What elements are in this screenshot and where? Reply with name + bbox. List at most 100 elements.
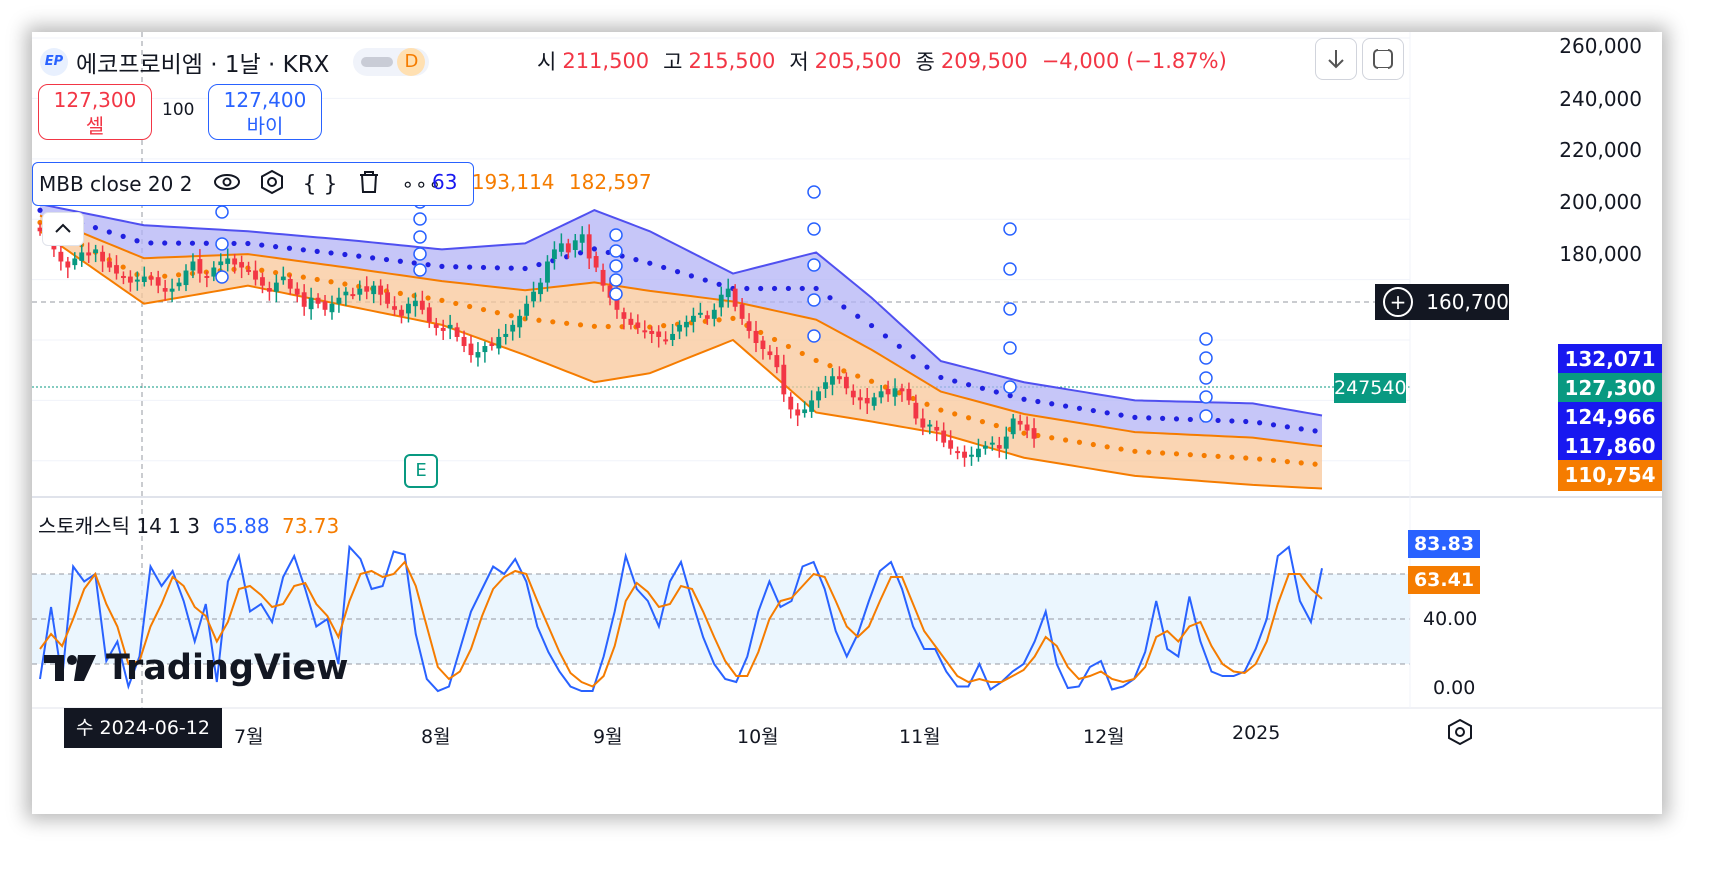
stoch-tick: 40.00	[1423, 608, 1478, 630]
candle-body	[378, 285, 384, 295]
bb-dot-blue	[453, 264, 459, 270]
candle-body	[412, 300, 418, 307]
drawing-handle	[1003, 341, 1017, 355]
candle-body	[301, 292, 307, 307]
candle-body	[649, 330, 655, 334]
bb-dot-blue	[882, 333, 889, 339]
earnings-marker[interactable]: E	[404, 454, 438, 488]
candle-body	[551, 249, 557, 260]
bb-dot-orange	[827, 363, 833, 369]
candle-body	[197, 259, 203, 274]
drawing-handle	[1003, 222, 1017, 236]
candle-body	[86, 252, 92, 256]
time-label: 10월	[737, 726, 779, 748]
bb-dot-blue	[674, 269, 681, 275]
candle-body	[885, 388, 891, 395]
price-axis[interactable]: 260,000 240,000 220,000 200,000 180,000	[1410, 32, 1662, 497]
buy-price: 127,400	[223, 88, 307, 112]
candle-body	[871, 397, 877, 406]
candle-body	[899, 388, 905, 392]
candle-body	[79, 252, 85, 261]
bb-dot-blue	[591, 246, 597, 252]
candle-body	[969, 454, 974, 457]
trade-quantity[interactable]: 100	[162, 100, 195, 120]
candle-body	[107, 261, 112, 268]
candle-body	[982, 445, 988, 449]
bb-dot-blue	[1146, 415, 1152, 421]
symbol-title[interactable]: 에코프로비엠 · 1날 · KRX	[76, 52, 330, 78]
time-axis[interactable]: 7월 8월 9월 10월 11월 12월 2025 수 2024-06-12	[32, 708, 1412, 748]
bb-dot-orange	[550, 319, 556, 325]
buy-button[interactable]: 127,400 바이	[208, 84, 322, 140]
chart-frame: EP 에코프로비엠 · 1날 · KRX D 시 211,500 고 215,500…	[32, 32, 1662, 814]
price-tick: 200,000	[1559, 190, 1642, 214]
candle-body	[141, 276, 147, 283]
candle-body	[802, 409, 808, 414]
bb-dot-orange	[661, 323, 667, 329]
candle-body	[906, 388, 912, 401]
interval-toggle[interactable]: D	[353, 48, 430, 76]
candle-body	[941, 430, 947, 443]
source-code-icon[interactable]: { }	[302, 171, 338, 197]
drawing-handle	[1003, 380, 1017, 394]
stoch-k-line	[39, 544, 1323, 693]
candle-body	[336, 297, 342, 304]
bb-dot-orange	[300, 274, 306, 280]
candle-body	[392, 306, 397, 310]
symbol-header[interactable]: EP 에코프로비엠 · 1날 · KRX D	[40, 44, 430, 80]
chevron-up-icon	[55, 223, 71, 233]
time-axis-settings-icon[interactable]	[1444, 716, 1476, 752]
candle-body	[711, 309, 717, 319]
drawing-handle	[215, 205, 229, 219]
indicator-label[interactable]: MBB close 20 2	[39, 172, 193, 196]
eye-icon[interactable]	[212, 170, 242, 199]
bb-upper-tag: 132,071	[1558, 344, 1662, 375]
bb-dot-blue	[383, 256, 390, 263]
download-button[interactable]	[1315, 38, 1357, 80]
candle-body	[593, 256, 599, 268]
candle-body	[850, 390, 856, 398]
settings-icon[interactable]	[258, 168, 286, 201]
more-icon[interactable]: ∘∘∘	[401, 172, 443, 196]
bb-dot-blue	[1173, 416, 1180, 422]
arrow-down-icon	[1328, 50, 1344, 69]
candle-body	[93, 249, 99, 254]
bb-dot-orange	[1312, 461, 1318, 467]
bb-dot-blue	[480, 264, 487, 271]
candle-body	[218, 261, 224, 266]
bb-dot-orange	[1118, 446, 1124, 452]
bb-dot-orange	[591, 323, 597, 329]
candle-body	[260, 277, 265, 286]
candle-body	[684, 321, 689, 328]
bb-dot-blue	[231, 240, 237, 247]
bb-dot-orange	[716, 317, 722, 323]
bb-dot-orange	[855, 373, 861, 379]
candle-body	[162, 288, 168, 292]
sell-button[interactable]: 127,300 셀	[38, 84, 152, 140]
bb-dot-blue	[37, 207, 43, 213]
bb-dot-blue	[1132, 414, 1138, 420]
candle-body	[190, 261, 196, 271]
candle-body	[857, 397, 863, 401]
indicator-toolbar[interactable]: MBB close 20 2 { } ∘∘∘	[32, 162, 474, 206]
fullscreen-button[interactable]	[1362, 38, 1404, 80]
bb-dot-orange	[1229, 454, 1235, 460]
collapse-button[interactable]	[42, 212, 84, 246]
add-alert-icon[interactable]: +	[1383, 287, 1413, 317]
bb-dot-blue	[827, 295, 833, 301]
tradingview-watermark: TradingView	[42, 648, 348, 688]
candle-body	[656, 331, 662, 337]
candle-body	[579, 234, 585, 243]
delete-icon[interactable]	[357, 169, 381, 200]
fullscreen-icon	[1373, 46, 1393, 72]
candle-body	[72, 258, 78, 266]
candle-body	[1024, 424, 1030, 431]
drawing-handle	[1003, 262, 1017, 276]
bb-dot-orange	[425, 295, 431, 301]
candle-body	[663, 339, 669, 342]
candle-body	[468, 343, 474, 356]
bb-dot-blue	[425, 262, 431, 268]
candle-body	[433, 324, 439, 328]
candle-body	[155, 277, 161, 286]
bb-dot-orange	[896, 390, 902, 396]
